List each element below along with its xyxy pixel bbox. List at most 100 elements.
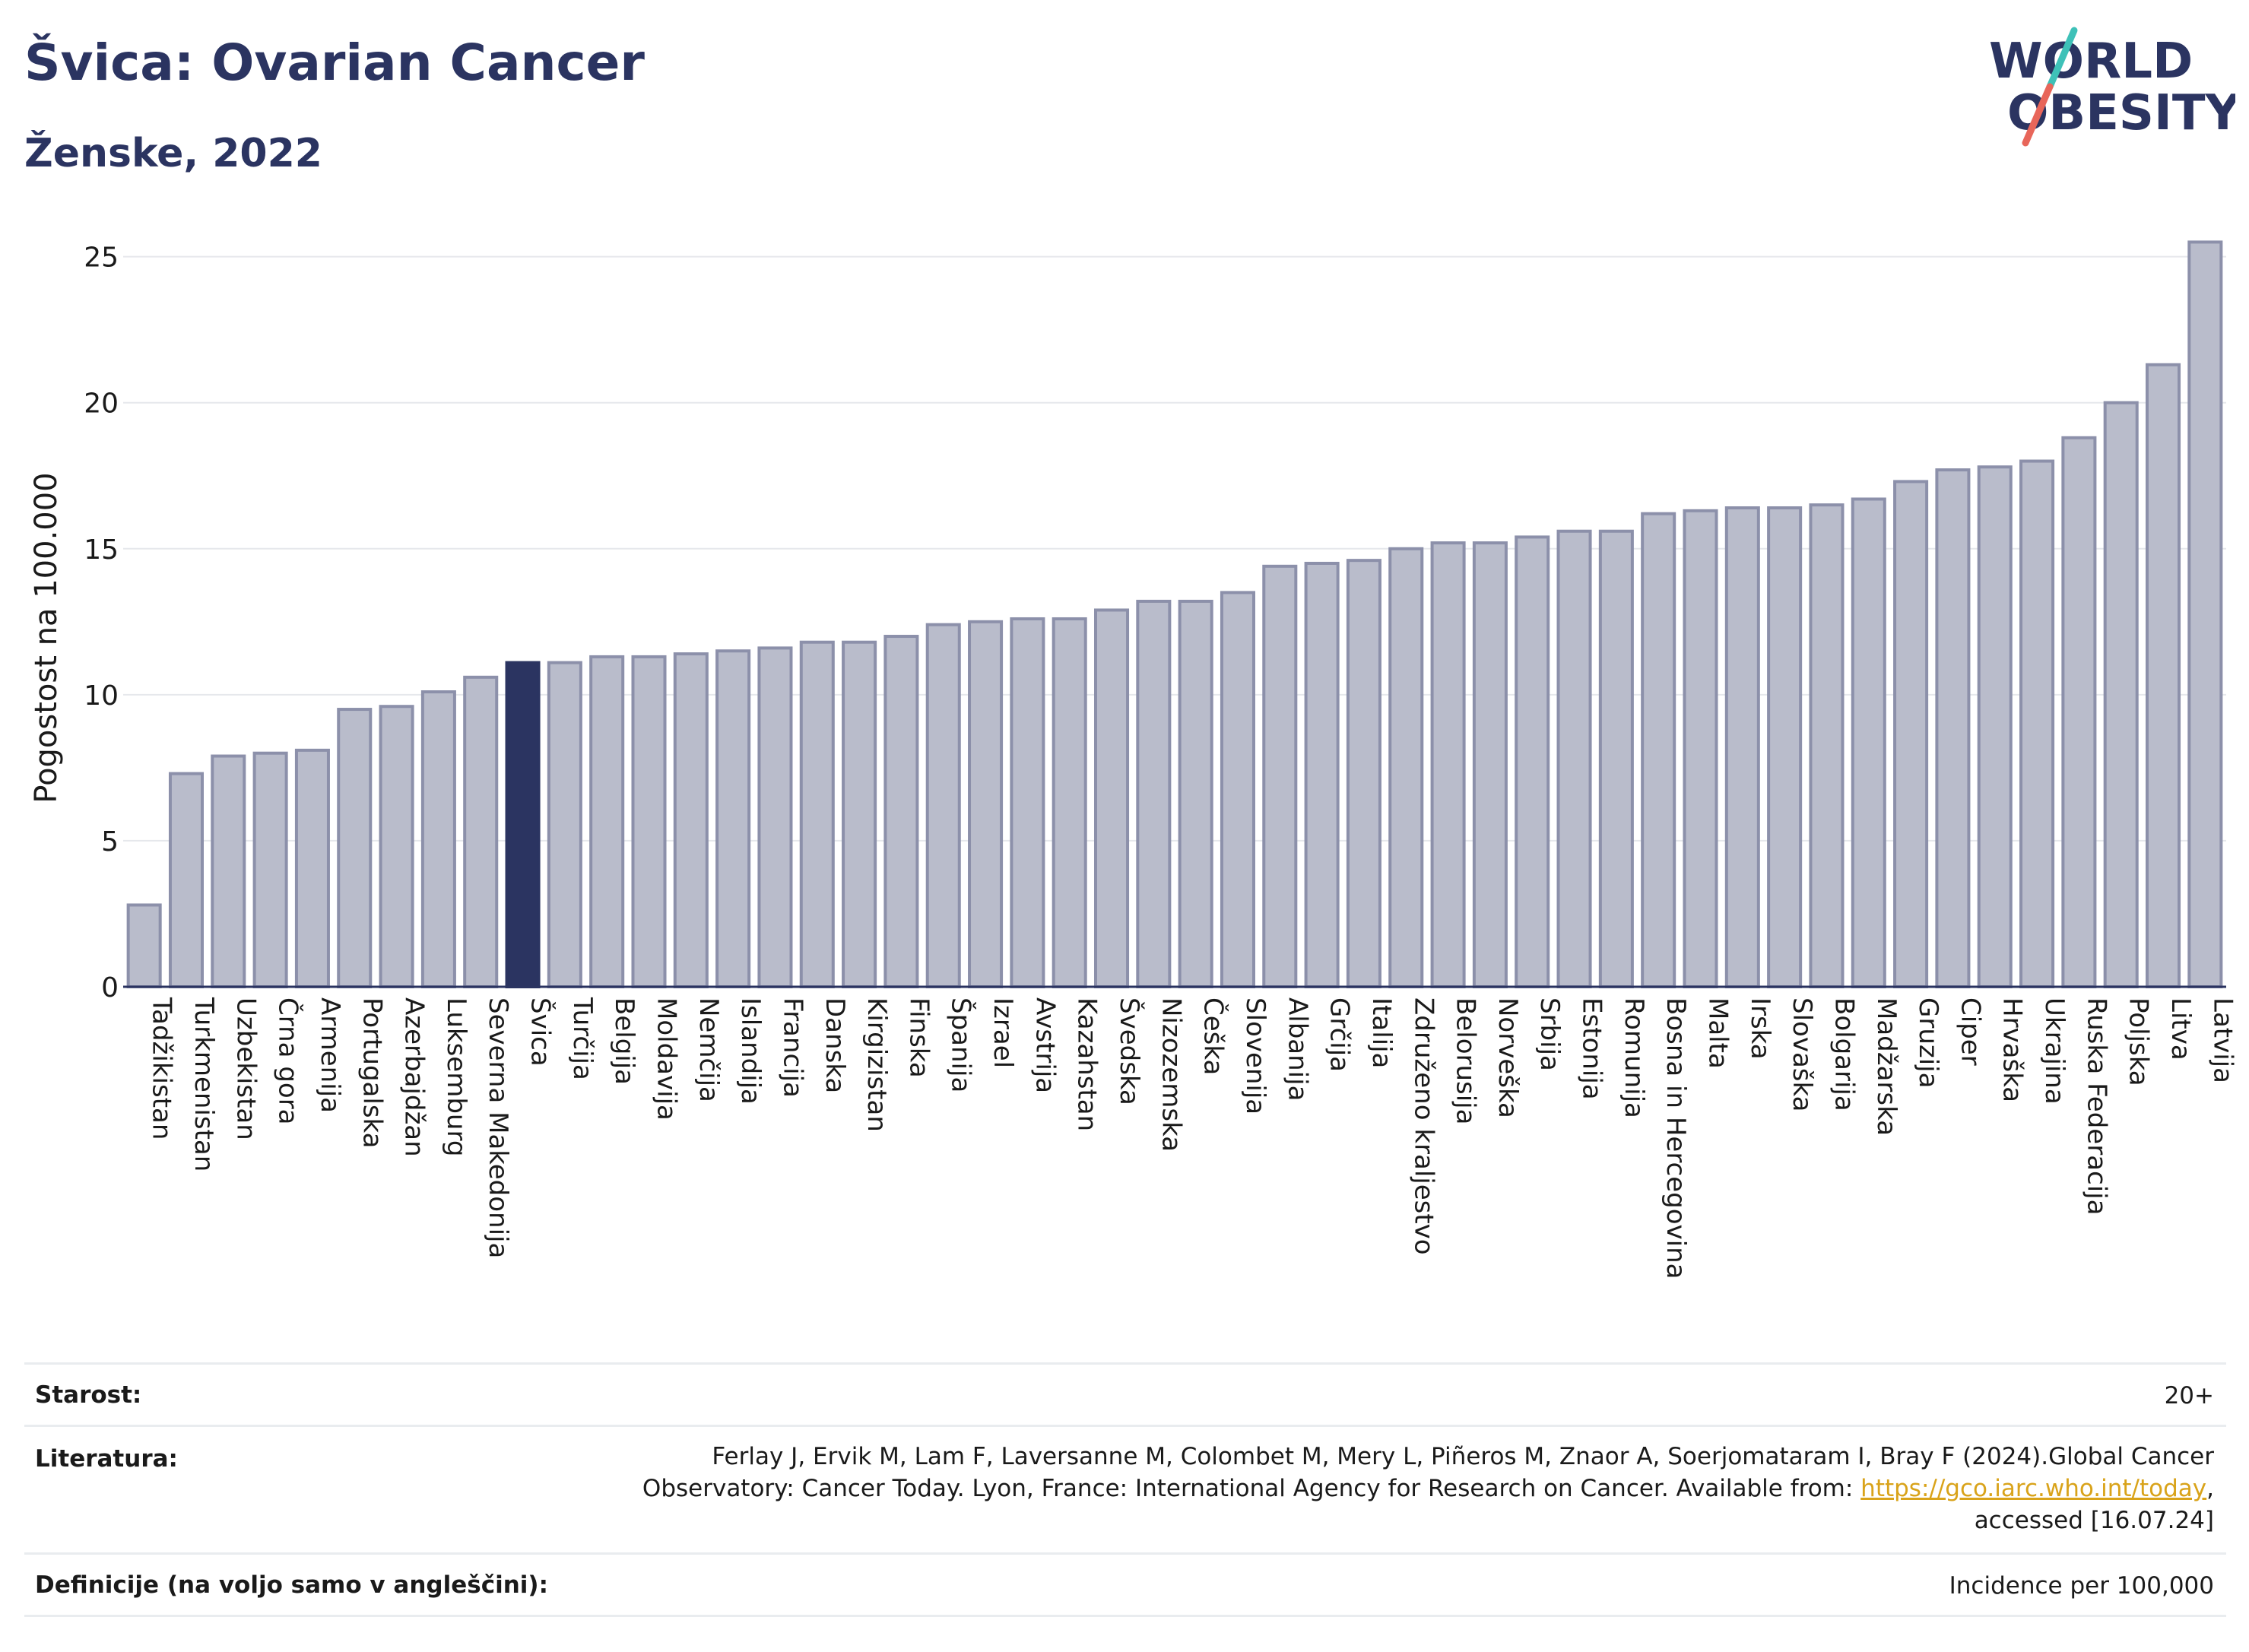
x-tick-label: Grčija: [1324, 997, 1355, 1072]
bar[interactable]: [337, 708, 373, 988]
x-tick-label: Ruska Federacija: [2081, 997, 2111, 1215]
x-tick-label: Francija: [778, 997, 808, 1098]
info-row-definitions: Definicije (na voljo samo v angleščini):…: [24, 1555, 2226, 1617]
x-tick-label: Združeno kraljestvo: [1408, 997, 1439, 1255]
bar[interactable]: [294, 748, 330, 988]
bar[interactable]: [1093, 608, 1130, 989]
x-tick-label: Azerbajdžan: [399, 997, 430, 1157]
x-tick-label: Belgija: [609, 997, 639, 1085]
x-tick-label: Moldavija: [652, 997, 682, 1121]
bar[interactable]: [1515, 535, 1550, 989]
bar[interactable]: [1556, 529, 1592, 988]
bar[interactable]: [420, 690, 456, 989]
bar[interactable]: [925, 623, 961, 988]
reference-label: Literatura:: [35, 1445, 178, 1473]
bar[interactable]: [547, 661, 582, 989]
x-tick-label: Italija: [1366, 997, 1397, 1068]
x-tick-label: Armenija: [315, 997, 345, 1113]
y-tick-label: 0: [101, 972, 119, 1004]
bar[interactable]: [463, 675, 499, 988]
x-tick-label: Nemčija: [693, 997, 724, 1102]
bar[interactable]: [1641, 512, 1676, 988]
bar[interactable]: [1220, 591, 1256, 988]
bar[interactable]: [757, 646, 793, 988]
y-tick-label: 5: [101, 826, 119, 858]
bar[interactable]: [715, 649, 751, 989]
tick-labels: 0 5 10 15 20 25 Tadžikistan Turkmenistan Uzbekis…: [84, 243, 2238, 1279]
bar[interactable]: [589, 655, 625, 988]
bar[interactable]: [1724, 506, 1760, 989]
bar[interactable]: [1893, 480, 1929, 988]
x-tick-label: Izrael: [988, 997, 1018, 1068]
x-tick-label: Albanija: [1282, 997, 1312, 1101]
x-tick-label: Avstrija: [1029, 997, 1060, 1093]
reference-text: Ferlay J, Ervik M, Lam F, Laversanne M, …: [642, 1441, 2214, 1536]
definitions-value: Incidence per 100,000: [1949, 1572, 2214, 1600]
age-label: Starost:: [35, 1381, 142, 1409]
bar[interactable]: [379, 705, 414, 988]
bar[interactable]: [2103, 401, 2139, 988]
x-tick-label: Španija: [946, 997, 977, 1092]
x-tick-label: Kirgizistan: [861, 997, 892, 1132]
reference-line-1: Ferlay J, Ervik M, Lam F, Laversanne M, …: [712, 1443, 2214, 1470]
x-tick-label: Romunija: [1619, 997, 1649, 1118]
y-tick-label: 10: [84, 680, 119, 712]
bar[interactable]: [1136, 599, 1172, 989]
bar[interactable]: [799, 640, 835, 989]
definitions-label: Definicije (na voljo samo v angleščini):: [35, 1571, 548, 1599]
x-tick-label: Bosna in Hercegovina: [1661, 997, 1691, 1279]
bar[interactable]: [673, 652, 709, 988]
x-tick-label: Slovaška: [1787, 997, 1817, 1111]
bar[interactable]: [1178, 599, 1213, 989]
x-tick-label: Ukrajina: [2039, 997, 2070, 1105]
x-tick-label: Finska: [903, 997, 934, 1078]
bar[interactable]: [1262, 564, 1298, 988]
bar[interactable]: [1683, 509, 1718, 988]
x-tick-label: Črna gora: [273, 997, 304, 1125]
bar[interactable]: [505, 661, 541, 989]
x-tick-label: Gruzija: [1913, 997, 1943, 1088]
bar[interactable]: [883, 635, 919, 988]
reference-line-2-text: Observatory: Cancer Today. Lyon, France:…: [642, 1475, 1861, 1502]
bar[interactable]: [1430, 541, 1466, 988]
x-tick-label: Norveška: [1492, 997, 1523, 1118]
bar[interactable]: [2145, 363, 2181, 988]
bar[interactable]: [1388, 547, 1424, 989]
x-tick-label: Severna Makedonija: [483, 997, 513, 1258]
reference-line-3: accessed [16.07.24]: [1974, 1507, 2214, 1534]
bar[interactable]: [1010, 617, 1045, 988]
bar[interactable]: [1598, 529, 1634, 988]
bar[interactable]: [1935, 468, 1971, 988]
bar[interactable]: [252, 751, 288, 988]
bar[interactable]: [168, 772, 205, 988]
x-tick-label: Tadžikistan: [147, 997, 177, 1140]
bar[interactable]: [631, 655, 667, 988]
bar[interactable]: [1472, 541, 1508, 988]
x-tick-label: Srbija: [1534, 997, 1565, 1071]
y-tick-label: 25: [84, 243, 119, 274]
bar[interactable]: [126, 903, 162, 989]
bar-chart: 0 5 10 15 20 25 Tadžikistan Turkmenistan Uzbekis…: [29, 240, 2238, 1279]
x-tick-label: Madžarska: [1871, 997, 1902, 1136]
x-tick-label: Slovenija: [1240, 997, 1270, 1115]
bar[interactable]: [1304, 561, 1340, 988]
logo-slash-bottom: [2022, 83, 2054, 147]
logo-slash-top: [2046, 27, 2078, 90]
bar[interactable]: [2019, 459, 2055, 988]
reference-link[interactable]: https://gco.iarc.who.int/today: [1860, 1475, 2207, 1502]
bar[interactable]: [842, 640, 877, 989]
bar[interactable]: [1851, 497, 1886, 989]
y-axis-label: Pogostost na 100.000: [29, 472, 64, 803]
bar[interactable]: [1346, 559, 1381, 988]
bar[interactable]: [2061, 436, 2097, 989]
bar[interactable]: [1052, 617, 1087, 988]
x-tick-label: Švica: [525, 997, 557, 1067]
bar[interactable]: [211, 754, 246, 988]
bar[interactable]: [1809, 503, 1845, 988]
bar[interactable]: [1977, 465, 2013, 989]
x-tick-label: Kazahstan: [1072, 997, 1102, 1131]
bar[interactable]: [968, 620, 1004, 989]
bar[interactable]: [1767, 506, 1803, 989]
y-tick-label: 20: [84, 388, 119, 420]
bar[interactable]: [2187, 240, 2223, 988]
